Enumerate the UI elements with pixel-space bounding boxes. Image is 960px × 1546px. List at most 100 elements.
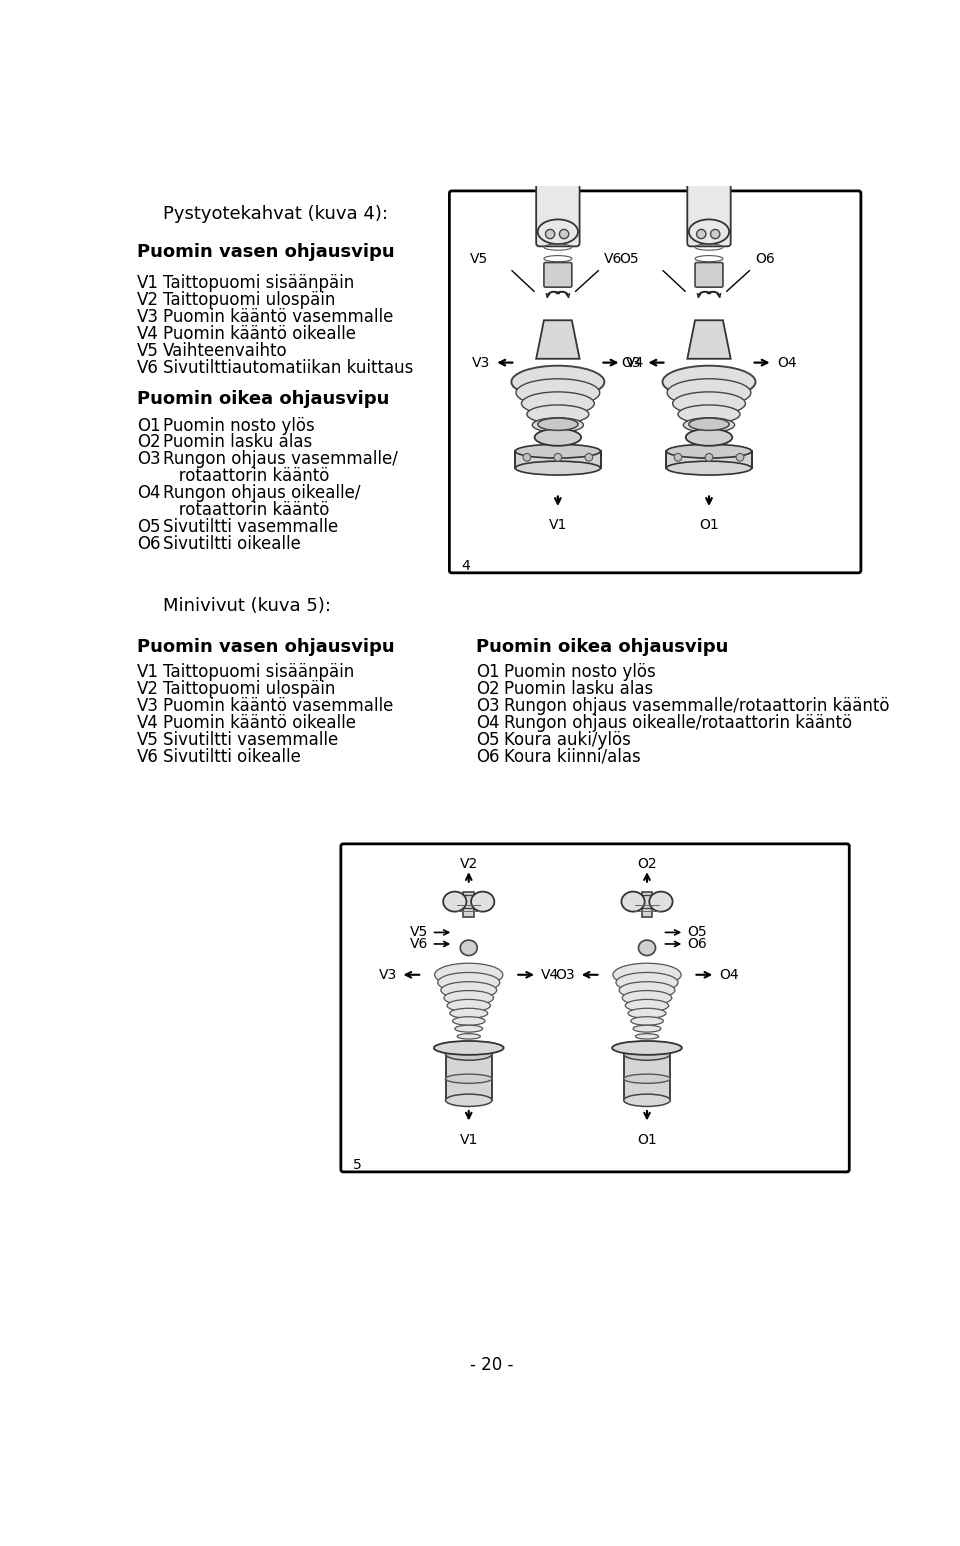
Polygon shape xyxy=(687,320,731,359)
Circle shape xyxy=(523,453,531,461)
Text: O3: O3 xyxy=(476,697,500,714)
Text: O4: O4 xyxy=(719,968,738,982)
Text: Puomin vasen ohjausvipu: Puomin vasen ohjausvipu xyxy=(137,637,395,656)
Ellipse shape xyxy=(624,1095,670,1107)
Text: O6: O6 xyxy=(687,937,708,951)
Ellipse shape xyxy=(445,1074,492,1084)
Text: V3: V3 xyxy=(471,356,490,369)
Text: V1: V1 xyxy=(460,1133,478,1147)
Text: Puomin oikea ohjausvipu: Puomin oikea ohjausvipu xyxy=(137,390,390,408)
Ellipse shape xyxy=(460,940,477,955)
Text: Puomin kääntö vasemmalle: Puomin kääntö vasemmalle xyxy=(162,697,393,714)
Ellipse shape xyxy=(457,1034,480,1039)
FancyBboxPatch shape xyxy=(624,1054,670,1101)
FancyBboxPatch shape xyxy=(449,190,861,574)
Circle shape xyxy=(545,229,555,238)
Text: O5: O5 xyxy=(137,518,160,536)
Text: Sivutiltti vasemmalle: Sivutiltti vasemmalle xyxy=(162,731,338,748)
Text: Puomin nosto ylös: Puomin nosto ylös xyxy=(504,663,656,680)
Text: V4: V4 xyxy=(626,356,644,369)
Text: O1: O1 xyxy=(699,518,719,532)
Ellipse shape xyxy=(688,430,730,441)
Text: V3: V3 xyxy=(137,308,159,326)
Circle shape xyxy=(697,229,706,238)
Text: Vaihteenvaihto: Vaihteenvaihto xyxy=(162,342,287,360)
Ellipse shape xyxy=(612,963,681,986)
Ellipse shape xyxy=(455,1025,483,1033)
Text: Puomin lasku alas: Puomin lasku alas xyxy=(162,433,312,451)
Text: Rungon ohjaus vasemmalle/: Rungon ohjaus vasemmalle/ xyxy=(162,450,397,468)
Text: O2: O2 xyxy=(637,856,657,870)
Ellipse shape xyxy=(538,417,578,430)
Ellipse shape xyxy=(471,892,494,912)
Ellipse shape xyxy=(685,428,732,445)
Ellipse shape xyxy=(649,892,673,912)
FancyBboxPatch shape xyxy=(464,892,474,917)
Text: O1: O1 xyxy=(137,416,160,434)
Text: V2: V2 xyxy=(137,680,159,697)
Text: O1: O1 xyxy=(476,663,500,680)
FancyBboxPatch shape xyxy=(687,164,731,246)
FancyBboxPatch shape xyxy=(455,895,483,908)
Ellipse shape xyxy=(684,417,734,433)
Ellipse shape xyxy=(631,1017,663,1025)
Text: Puomin kääntö oikealle: Puomin kääntö oikealle xyxy=(162,325,355,343)
Text: 4: 4 xyxy=(461,560,469,574)
Ellipse shape xyxy=(689,220,730,244)
FancyBboxPatch shape xyxy=(695,263,723,288)
Text: O4: O4 xyxy=(137,484,160,502)
FancyBboxPatch shape xyxy=(341,844,850,1172)
Ellipse shape xyxy=(444,991,493,1005)
Text: V2: V2 xyxy=(460,856,478,870)
Ellipse shape xyxy=(628,1008,666,1019)
Text: Puomin vasen ohjausvipu: Puomin vasen ohjausvipu xyxy=(137,243,395,261)
Ellipse shape xyxy=(612,1040,682,1054)
FancyBboxPatch shape xyxy=(633,895,660,908)
Ellipse shape xyxy=(633,1025,660,1033)
Text: O6: O6 xyxy=(476,748,500,765)
Text: O6: O6 xyxy=(756,252,776,266)
Text: Taittopuomi ulospäin: Taittopuomi ulospäin xyxy=(162,291,335,309)
Circle shape xyxy=(560,229,568,238)
Text: V4: V4 xyxy=(137,714,159,731)
Text: V1: V1 xyxy=(137,274,159,292)
Ellipse shape xyxy=(516,379,600,407)
Ellipse shape xyxy=(616,972,678,993)
Ellipse shape xyxy=(667,379,751,407)
Text: Rungon ohjaus oikealle/rotaattorin kääntö: Rungon ohjaus oikealle/rotaattorin käänt… xyxy=(504,714,852,731)
Text: Sivutilttiautomatiikan kuittaus: Sivutilttiautomatiikan kuittaus xyxy=(162,359,413,377)
Text: O5: O5 xyxy=(476,731,500,748)
Text: Sivutiltti vasemmalle: Sivutiltti vasemmalle xyxy=(162,518,338,536)
Ellipse shape xyxy=(537,430,579,441)
Text: Taittopuomi sisäänpäin: Taittopuomi sisäänpäin xyxy=(162,274,354,292)
Ellipse shape xyxy=(512,366,605,397)
Text: Puomin oikea ohjausvipu: Puomin oikea ohjausvipu xyxy=(476,637,729,656)
Text: O1: O1 xyxy=(637,1133,657,1147)
Ellipse shape xyxy=(662,366,756,397)
Text: V5: V5 xyxy=(137,342,159,360)
Circle shape xyxy=(554,453,562,461)
Text: O5: O5 xyxy=(687,926,707,940)
Text: V5: V5 xyxy=(137,731,159,748)
Text: rotaattorin kääntö: rotaattorin kääntö xyxy=(162,467,329,485)
Text: V3: V3 xyxy=(137,697,159,714)
Text: V6: V6 xyxy=(410,937,428,951)
Ellipse shape xyxy=(636,1034,659,1039)
Text: O3: O3 xyxy=(555,968,575,982)
Text: Taittopuomi sisäänpäin: Taittopuomi sisäänpäin xyxy=(162,663,354,680)
Ellipse shape xyxy=(445,1095,492,1107)
Ellipse shape xyxy=(521,391,594,414)
Text: Sivutiltti oikealle: Sivutiltti oikealle xyxy=(162,535,300,553)
Ellipse shape xyxy=(445,1048,492,1061)
Ellipse shape xyxy=(638,940,656,955)
Text: O2: O2 xyxy=(137,433,160,451)
Text: O2: O2 xyxy=(699,203,719,216)
Text: O6: O6 xyxy=(137,535,160,553)
Circle shape xyxy=(585,453,592,461)
Circle shape xyxy=(710,229,720,238)
Ellipse shape xyxy=(673,391,745,414)
Circle shape xyxy=(706,453,713,461)
Ellipse shape xyxy=(535,428,581,445)
Text: V1: V1 xyxy=(137,663,159,680)
FancyBboxPatch shape xyxy=(544,263,572,288)
